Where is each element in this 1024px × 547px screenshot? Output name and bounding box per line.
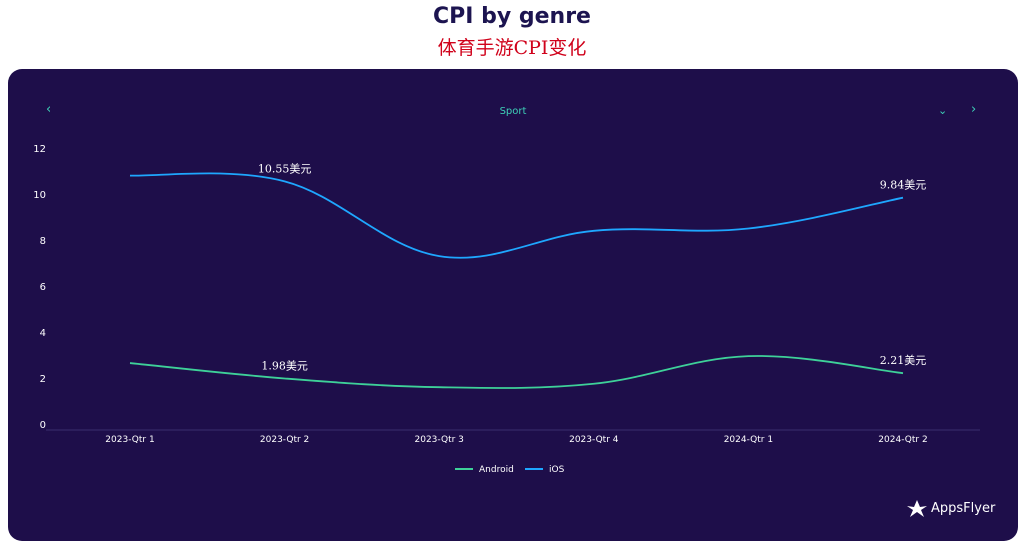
- appsflyer-logo-icon: [907, 500, 927, 517]
- y-tick-label: 0: [40, 420, 46, 431]
- appsflyer-logo: AppsFlyer: [906, 498, 995, 518]
- y-tick-label: 6: [40, 282, 46, 293]
- ios-series-line: [129, 172, 904, 259]
- page-subtitle: 体育手游CPI变化: [437, 37, 587, 59]
- y-tick-label: 2: [40, 374, 46, 385]
- y-tick-label: 4: [40, 328, 46, 339]
- x-tick-label: 2023-Qtr 1: [105, 435, 154, 445]
- chevron-left-icon[interactable]: ‹: [46, 102, 52, 117]
- page-title: CPI by genre: [433, 4, 591, 29]
- android-data-label: 1.98美元: [261, 359, 308, 372]
- chevron-down-icon[interactable]: ⌄: [938, 104, 948, 117]
- logo-text: AppsFlyer: [931, 500, 996, 516]
- y-tick-label: 10: [33, 190, 46, 201]
- chart-panel: ‹ Sport ⌄ › 0 2 4 6 8 10 12 2023-Qtr 1 2023-Qtr …: [8, 69, 1018, 541]
- android-data-label: 2.21美元: [880, 354, 927, 367]
- line-chart: 0 2 4 6 8 10 12 2023-Qtr 1 2023-Qtr 2 2023-Qtr 3 2…: [33, 144, 980, 475]
- x-tick-label: 2023-Qtr 2: [260, 435, 309, 445]
- x-tick-label: 2024-Qtr 1: [724, 435, 773, 445]
- android-legend-label: Android: [479, 465, 514, 475]
- x-tick-label: 2023-Qtr 4: [569, 435, 619, 445]
- android-series-line: [129, 355, 904, 389]
- ios-legend-label: iOS: [549, 465, 565, 475]
- ios-data-label: 10.55美元: [258, 162, 312, 175]
- genre-selector-label[interactable]: Sport: [499, 106, 527, 117]
- x-tick-label: 2023-Qtr 3: [415, 435, 464, 445]
- chevron-right-icon[interactable]: ›: [971, 102, 977, 117]
- y-tick-label: 8: [40, 236, 46, 247]
- y-tick-label: 12: [33, 144, 46, 155]
- x-tick-label: 2024-Qtr 2: [878, 435, 927, 445]
- ios-data-label: 9.84美元: [880, 179, 927, 192]
